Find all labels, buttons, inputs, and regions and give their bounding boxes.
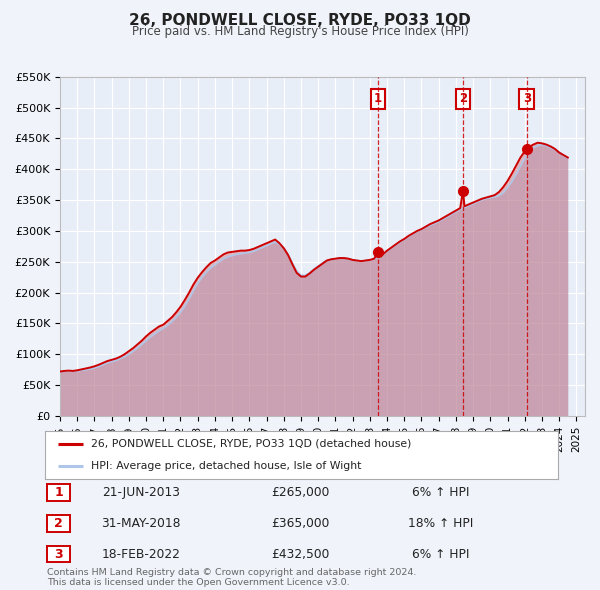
Text: HPI: Average price, detached house, Isle of Wight: HPI: Average price, detached house, Isle… [91, 461, 362, 471]
Text: 21-JUN-2013: 21-JUN-2013 [102, 486, 180, 499]
Text: Contains HM Land Registry data © Crown copyright and database right 2024.
This d: Contains HM Land Registry data © Crown c… [47, 568, 417, 587]
Text: £265,000: £265,000 [271, 486, 329, 499]
Text: 26, PONDWELL CLOSE, RYDE, PO33 1QD (detached house): 26, PONDWELL CLOSE, RYDE, PO33 1QD (deta… [91, 439, 412, 449]
Text: 2: 2 [55, 517, 63, 530]
Text: 2: 2 [459, 92, 467, 105]
Text: 3: 3 [55, 548, 63, 560]
Text: 3: 3 [523, 92, 531, 105]
Text: 6% ↑ HPI: 6% ↑ HPI [412, 486, 470, 499]
Text: 6% ↑ HPI: 6% ↑ HPI [412, 548, 470, 560]
Text: Price paid vs. HM Land Registry's House Price Index (HPI): Price paid vs. HM Land Registry's House … [131, 25, 469, 38]
Text: £432,500: £432,500 [271, 548, 329, 560]
Text: £365,000: £365,000 [271, 517, 329, 530]
Text: 1: 1 [55, 486, 63, 499]
Text: 31-MAY-2018: 31-MAY-2018 [101, 517, 181, 530]
Text: 18% ↑ HPI: 18% ↑ HPI [409, 517, 473, 530]
Text: 26, PONDWELL CLOSE, RYDE, PO33 1QD: 26, PONDWELL CLOSE, RYDE, PO33 1QD [129, 13, 471, 28]
Text: 1: 1 [374, 92, 382, 105]
Text: 18-FEB-2022: 18-FEB-2022 [101, 548, 181, 560]
